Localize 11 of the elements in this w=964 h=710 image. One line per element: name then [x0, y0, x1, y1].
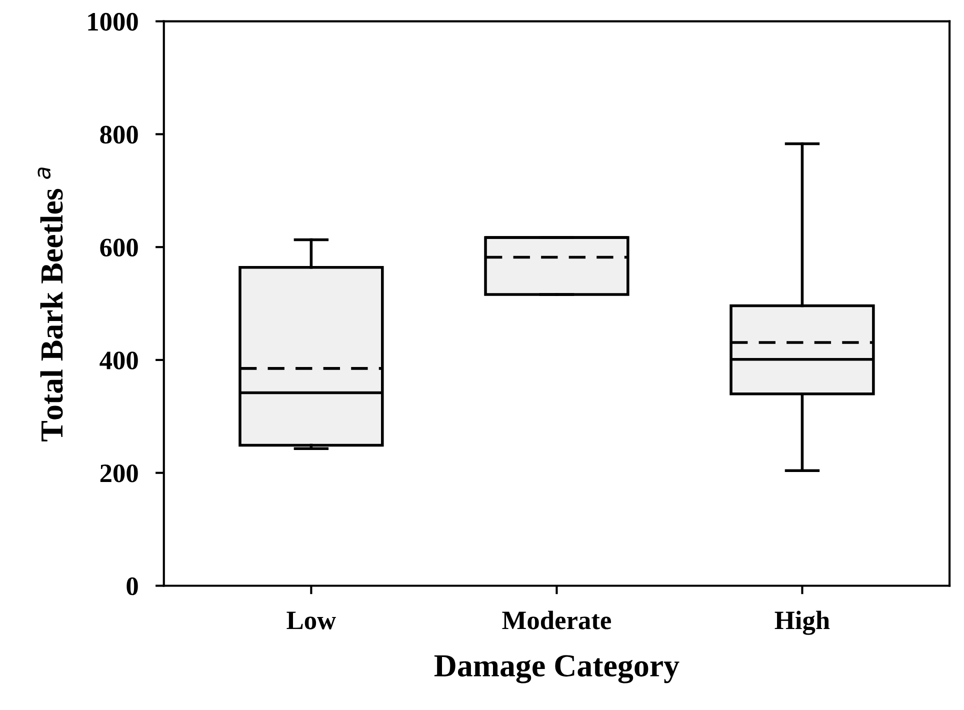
y-tick-label: 1000	[88, 12, 138, 31]
y-tick-label: 600	[100, 238, 138, 256]
y-tick-label: 200	[100, 464, 138, 482]
y-tick-label: 400	[100, 352, 138, 370]
x-tick-label: High	[774, 610, 830, 635]
y-axis-title: Total Bark Beetles $^{a}$	[38, 168, 63, 442]
x-tick-label: Low	[286, 612, 336, 630]
x-tick-label: Moderate	[502, 610, 611, 630]
y-tick-label: 800	[100, 126, 138, 144]
x-axis-title: Damage Category	[434, 655, 680, 684]
y-tick-label: 0	[126, 577, 138, 596]
